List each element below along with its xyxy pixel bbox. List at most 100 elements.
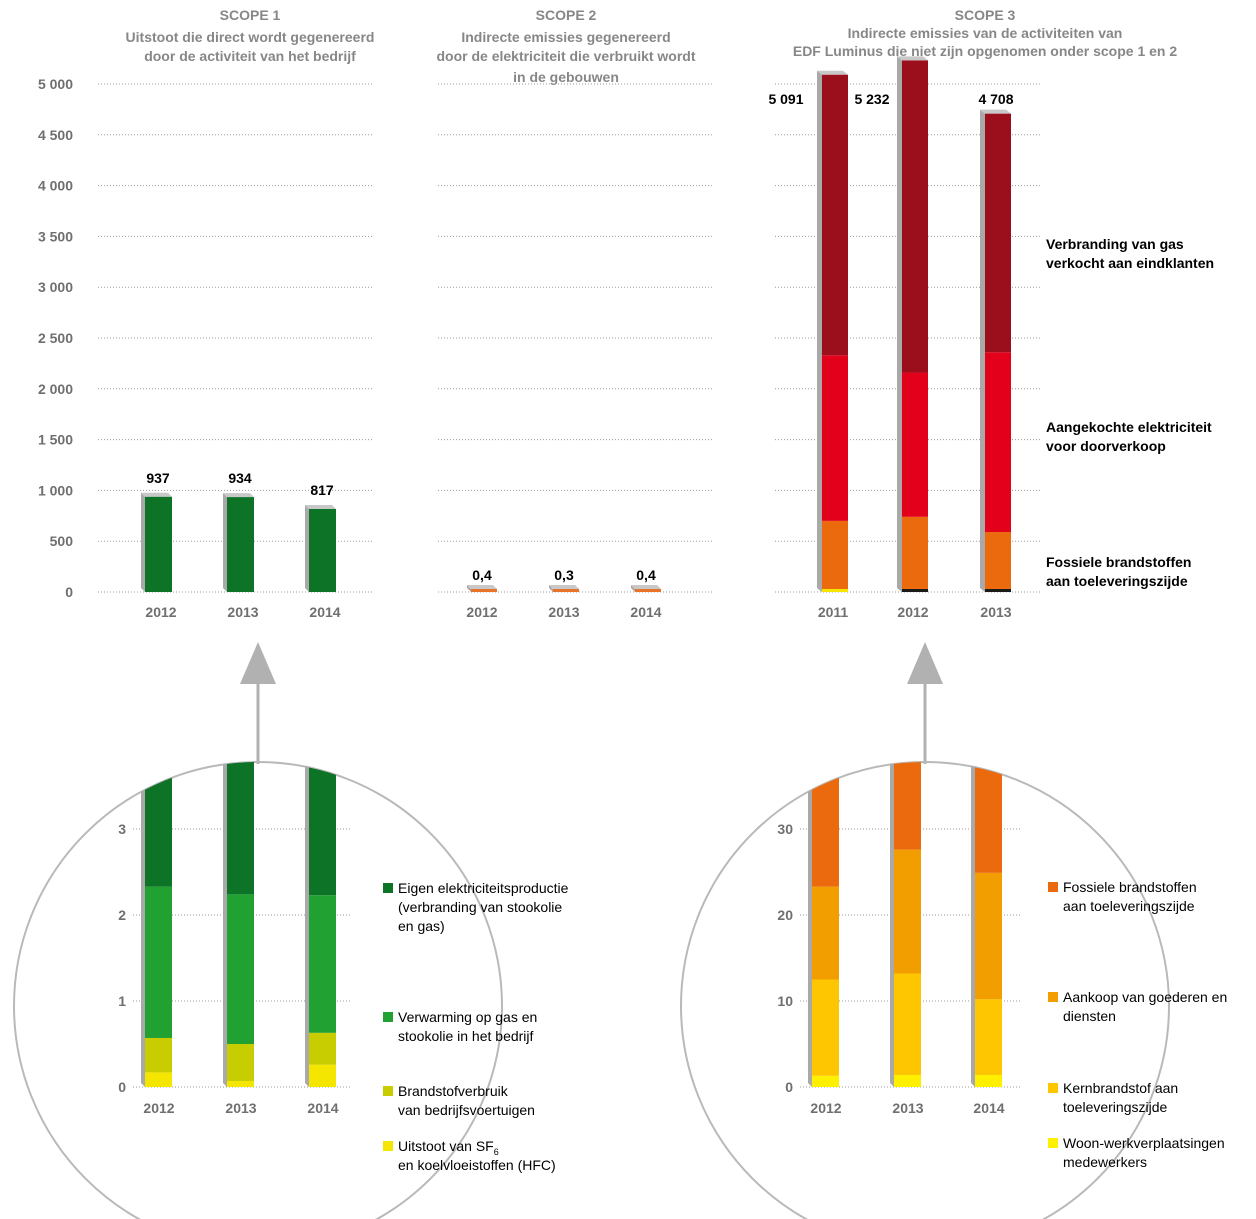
bar-top <box>971 739 1002 743</box>
bar-side <box>817 70 822 593</box>
x-tick-label: 2012 <box>810 1100 841 1116</box>
bar-segment <box>145 1072 172 1087</box>
bar-segment <box>812 979 839 1076</box>
x-tick-label: 2013 <box>227 604 258 620</box>
bar-side <box>549 585 553 592</box>
detail-circle-outline <box>13 761 503 1219</box>
bar-segment <box>894 762 921 850</box>
legend-item: Brandstofverbruik van bedrijfsvoertuigen <box>383 1083 535 1118</box>
legend-swatch <box>383 883 393 893</box>
bar-top <box>549 585 579 589</box>
x-tick-label: 2014 <box>973 1100 1004 1116</box>
scope3-title-line: EDF Luminus die niet zijn opgenomen onde… <box>793 43 1177 59</box>
bar-side <box>980 109 985 592</box>
bar-value-label: 0,4 <box>472 567 492 583</box>
bar-top <box>305 504 336 509</box>
bar-segment <box>975 762 1002 873</box>
scope1-bar <box>305 504 336 592</box>
bar-top <box>141 492 172 497</box>
bar-segment <box>812 886 839 980</box>
bar-side <box>305 762 309 1087</box>
scope3-detail-legend: Fossiele brandstoffen aan toeleveringszij… <box>1048 879 1227 1170</box>
legend-label: Brandstofverbruik <box>398 1083 509 1099</box>
legend-swatch <box>1048 992 1058 1002</box>
scope2-bar <box>549 585 579 592</box>
bar-side <box>631 585 635 592</box>
bar-total-label: 5 091 <box>768 91 803 107</box>
bar-segment <box>145 1037 172 1073</box>
bar-value-label: 0,3 <box>554 567 574 583</box>
bar-base-strip <box>902 589 928 592</box>
y-tick-label: 500 <box>50 533 74 549</box>
detail-bar <box>223 730 254 1087</box>
legend-swatch <box>1048 882 1058 892</box>
bar-total-label: 5 232 <box>854 91 889 107</box>
legend-swatch <box>383 1012 393 1022</box>
legend-label: en koelvloeistoffen (HFC) <box>398 1157 556 1173</box>
y-tick-label: 1 500 <box>38 432 73 448</box>
legend-label: en gas) <box>398 918 445 934</box>
bar-segment <box>227 762 254 895</box>
y-tick-label: 5 000 <box>38 76 73 92</box>
x-tick-label: 2013 <box>980 604 1011 620</box>
bar-segment <box>227 1044 254 1081</box>
legend-item: Kernbrandstof aan toeleveringszijde <box>1048 1080 1178 1115</box>
legend-subscript: 6 <box>494 1147 499 1157</box>
bar-segment <box>309 508 336 592</box>
bar-top <box>141 739 172 743</box>
bar-side <box>971 762 975 1087</box>
bar-top <box>223 730 254 734</box>
x-tick-label: 2013 <box>548 604 579 620</box>
bar-segment <box>812 1075 839 1087</box>
bar-side <box>890 762 894 1087</box>
x-tick-label: 2014 <box>309 604 340 620</box>
scope3-bar <box>980 109 1011 592</box>
y-tick-label: 2 000 <box>38 381 73 397</box>
bar-segment <box>227 1080 254 1087</box>
bar-segment <box>145 762 172 887</box>
legend-label: Kernbrandstof aan <box>1063 1080 1178 1096</box>
bar-side <box>808 762 812 1087</box>
x-tick-label: 2012 <box>466 604 497 620</box>
bar-total-label: 4 708 <box>978 91 1013 107</box>
legend-item: Woon-werkverplaatsingen medewerkers <box>1048 1135 1225 1170</box>
up-arrow-icon <box>240 642 276 764</box>
scope1-title-line: SCOPE 1 <box>220 7 281 23</box>
legend-label: Uitstoot van SF6 <box>398 1138 499 1157</box>
y-tick-label: 20 <box>777 907 793 923</box>
bar-segment <box>975 1074 1002 1087</box>
scope2-title-line: Indirecte emissies gegenereerd <box>461 29 670 45</box>
bar-top <box>890 739 921 743</box>
bar-segment <box>894 973 921 1075</box>
detail-circle-outline <box>680 761 1170 1219</box>
x-tick-label: 2012 <box>897 604 928 620</box>
bar-segment <box>309 895 336 1033</box>
up-arrow-icon <box>907 642 943 764</box>
legend-label: Fossiele brandstoffen <box>1063 879 1197 895</box>
y-tick-label: 0 <box>118 1079 126 1095</box>
scope2-title: SCOPE 2 Indirecte emissies gegenereerd d… <box>436 7 695 85</box>
scope1-bar <box>223 493 254 592</box>
legend-label: Verwarming op gas en <box>398 1009 537 1025</box>
detail-bar <box>890 739 921 1087</box>
scope2-title-line: door de elektriciteit die verbruikt word… <box>436 48 695 64</box>
bar-segment <box>812 762 839 887</box>
scope2-bar <box>631 585 661 592</box>
bar-segment <box>822 520 848 592</box>
scope1-title: SCOPE 1 Uitstoot die direct wordt gegene… <box>126 7 375 64</box>
legend-label: stookolie in het bedrijf <box>398 1028 534 1044</box>
series-side-label: verkocht aan eindklanten <box>1046 255 1214 271</box>
legend-item: Eigen elektriciteitsproductie (verbrandin… <box>383 880 569 934</box>
x-tick-label: 2014 <box>307 1100 338 1116</box>
scope3-title: SCOPE 3 Indirecte emissies van de activi… <box>793 7 1177 59</box>
scope1-bar <box>141 492 172 592</box>
scope3-title-line: Indirecte emissies van de activiteiten v… <box>848 25 1123 41</box>
scope2-title-line: in de gebouwen <box>513 69 619 85</box>
bar-side <box>141 762 145 1087</box>
bar-value-label: 937 <box>146 470 170 486</box>
y-tick-label: 4 500 <box>38 127 73 143</box>
legend-label: Woon-werkverplaatsingen <box>1063 1135 1225 1151</box>
x-tick-label: 2014 <box>630 604 661 620</box>
scope1-detail-legend: Eigen elektriciteitsproductie (verbrandin… <box>383 880 569 1173</box>
